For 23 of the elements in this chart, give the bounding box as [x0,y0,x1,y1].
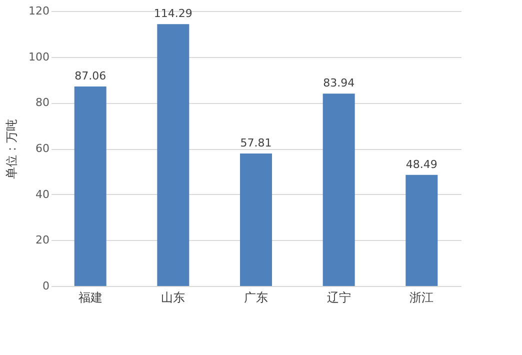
y-tick-label: 80 [36,96,50,110]
x-tick-label: 山东 [161,290,186,304]
y-tick-label: 20 [36,234,50,247]
y-tick-label: 40 [36,188,50,201]
data-label: 48.49 [406,158,438,171]
y-tick-label: 100 [28,50,50,64]
bar [322,94,355,286]
bar [240,154,272,286]
y-axis-title: 单位：万吨 [4,119,19,179]
x-tick-label: 广东 [244,290,268,304]
y-tick-label: 60 [36,142,50,155]
data-label: 87.06 [74,69,106,82]
y-tick-label: 0 [42,280,50,292]
bar [406,174,438,286]
data-label: 83.94 [323,76,355,90]
bar [74,86,106,286]
data-label: 114.29 [154,7,192,20]
x-tick-label: 辽宁 [326,290,351,304]
y-tick-label: 120 [28,4,50,18]
x-tick-label: 福建 [78,290,102,304]
data-label: 57.81 [240,136,272,150]
bar [157,24,190,286]
x-tick-label: 浙江 [410,290,434,304]
